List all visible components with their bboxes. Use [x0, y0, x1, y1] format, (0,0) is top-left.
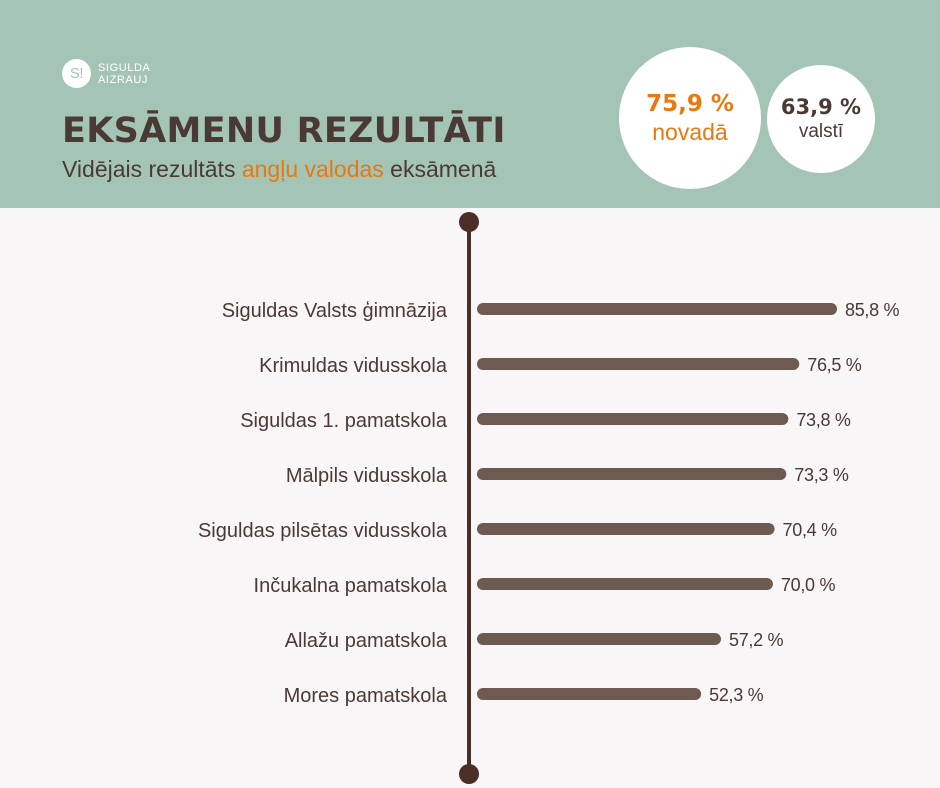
- region-average-value: 75,9 %: [646, 91, 734, 117]
- subtitle-highlight: angļu valodas: [241, 156, 384, 182]
- header-banner: S! SIGULDA AIZRAUJ EKSĀMENU REZULTĀTI Vi…: [0, 0, 940, 208]
- category-label: Siguldas 1. pamatskola: [240, 410, 448, 432]
- page-subtitle: Vidējais rezultāts angļu valodas eksāmen…: [62, 156, 496, 182]
- category-label: Siguldas Valsts ģimnāzija: [222, 300, 448, 322]
- axis-bottom-dot: [459, 764, 479, 784]
- country-average-badge: 63,9 % valstī: [767, 65, 875, 173]
- value-label: 70,4 %: [783, 520, 838, 540]
- subtitle-prefix: Vidējais rezultāts: [62, 156, 242, 182]
- region-average-badge: 75,9 % novadā: [619, 47, 761, 189]
- value-label: 52,3 %: [709, 685, 764, 705]
- logo-line-1: SIGULDA: [98, 61, 151, 74]
- category-label: Krimuldas vidusskola: [259, 355, 448, 377]
- category-label: Allažu pamatskola: [285, 630, 448, 652]
- country-average-label: valstī: [798, 121, 844, 142]
- category-label: Inčukalna pamatskola: [254, 575, 448, 597]
- value-label: 57,2 %: [729, 630, 784, 650]
- value-label: 73,3 %: [794, 465, 849, 485]
- category-label: Siguldas pilsētas vidusskola: [198, 520, 448, 542]
- value-label: 76,5 %: [807, 355, 862, 375]
- axis-top-dot: [459, 212, 479, 232]
- category-label: Mores pamatskola: [284, 685, 448, 707]
- country-average-value: 63,9 %: [780, 95, 862, 119]
- value-label: 70,0 %: [781, 575, 836, 595]
- bar-chart: Siguldas Valsts ģimnāzija 85,8 % Krimuldas…: [0, 208, 940, 788]
- value-label: 73,8 %: [796, 410, 851, 430]
- brand-logo: S! SIGULDA AIZRAUJ: [62, 59, 151, 88]
- logo-wordmark: SIGULDA AIZRAUJ: [98, 62, 151, 86]
- bar-chart-svg: Siguldas Valsts ģimnāzija 85,8 % Krimuldas…: [198, 212, 900, 784]
- page-title: EKSĀMENU REZULTĀTI: [62, 111, 506, 151]
- logo-line-2: AIZRAUJ: [98, 73, 149, 86]
- category-label: Mālpils vidusskola: [286, 465, 448, 487]
- region-average-label: novadā: [652, 119, 728, 145]
- subtitle-suffix: eksāmenā: [383, 156, 497, 182]
- logo-mark: S!: [62, 59, 91, 88]
- value-label: 85,8 %: [845, 300, 900, 320]
